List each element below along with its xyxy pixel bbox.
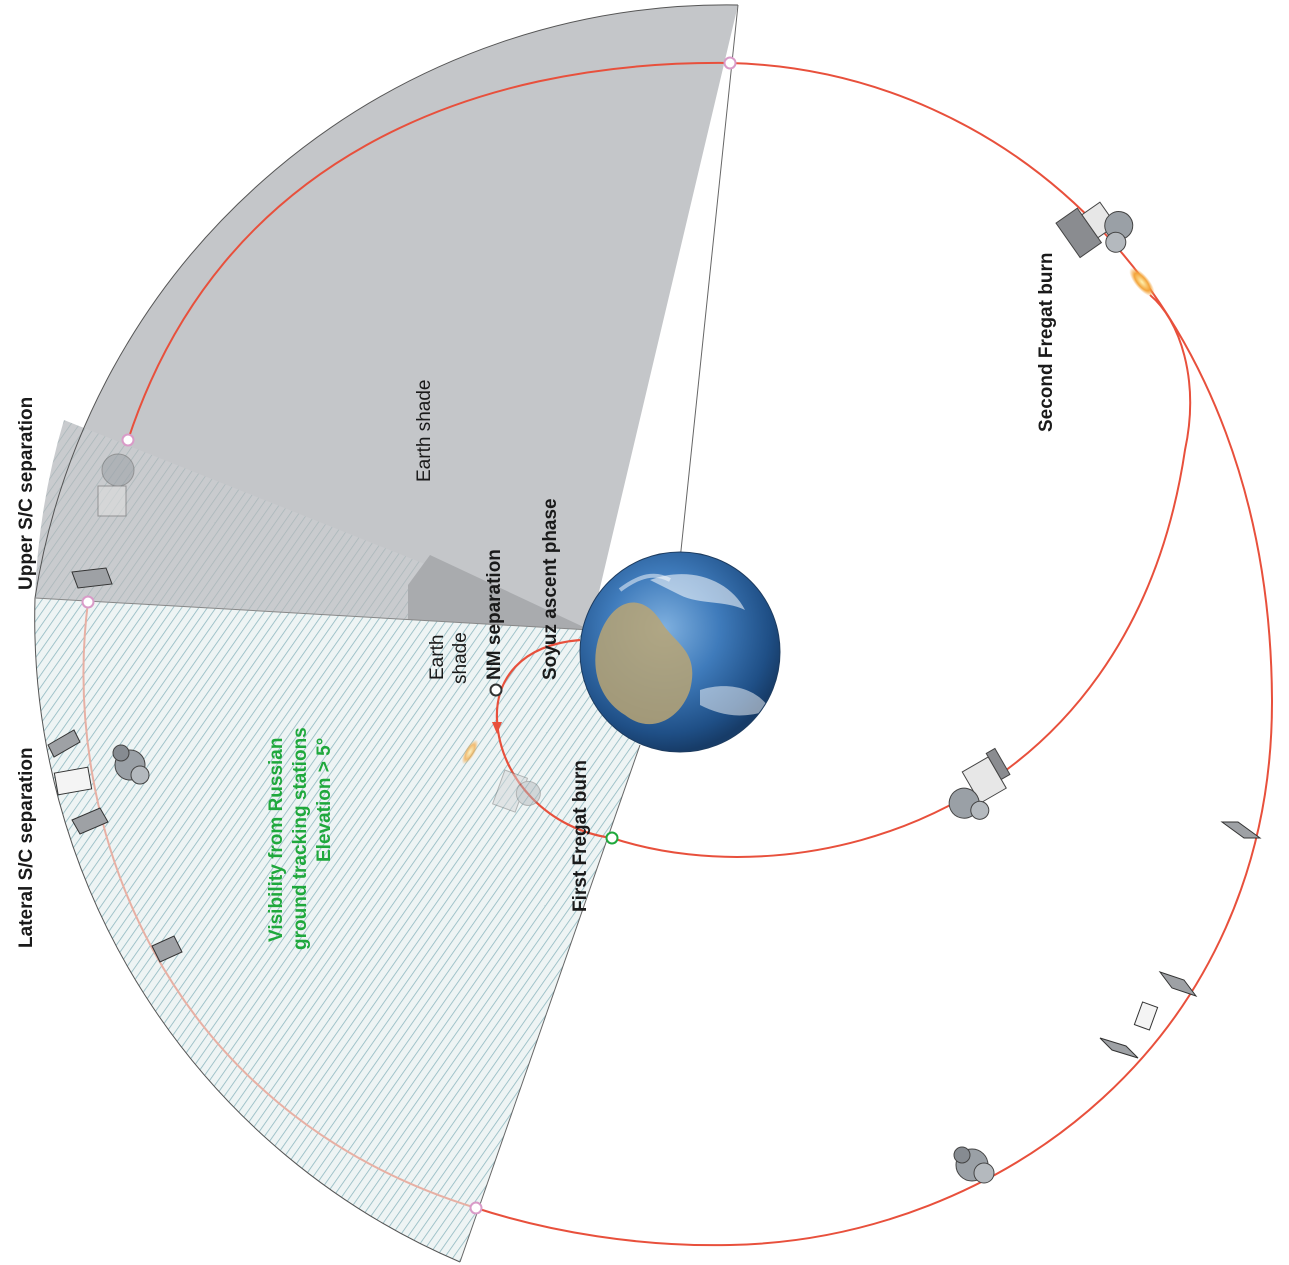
lateral-sc-separation-label: Lateral S/C separation [16, 747, 37, 948]
visibility-label-line1: Visibility from Russian [266, 738, 287, 942]
visibility-label-line2: ground tracking stations [290, 727, 311, 950]
nm-separation-marker [491, 685, 502, 696]
visibility-label-line3: Elevation > 5° [314, 738, 335, 862]
visibility-region [35, 598, 640, 1262]
fregat-spacecraft-icon [935, 748, 1022, 830]
earth-shade-label: Earth shade [414, 380, 435, 482]
lateral-separation-marker [83, 597, 94, 608]
second-fregat-burn-label: Second Fregat burn [1036, 253, 1057, 432]
fregat-spacecraft-icon [954, 1147, 994, 1183]
soyuz-ascent-phase-label: Soyuz ascent phase [540, 498, 561, 680]
inner-earth-shade-label-line2: shade [450, 632, 471, 684]
inner-earth-shade-label-line1: Earth [427, 635, 448, 680]
first-fregat-burn-label: First Fregat burn [570, 760, 591, 912]
shade-entry-marker [123, 435, 134, 446]
visibility-exit-marker [471, 1203, 482, 1214]
earth-globe-icon [580, 552, 780, 752]
nm-separation-label: NM separation [484, 549, 505, 680]
upper-sc-separation-label: Upper S/C separation [16, 397, 37, 590]
upper-separation-marker [725, 58, 736, 69]
thruster-plume-icon [1125, 264, 1159, 301]
first-fregat-burn-marker [607, 833, 618, 844]
